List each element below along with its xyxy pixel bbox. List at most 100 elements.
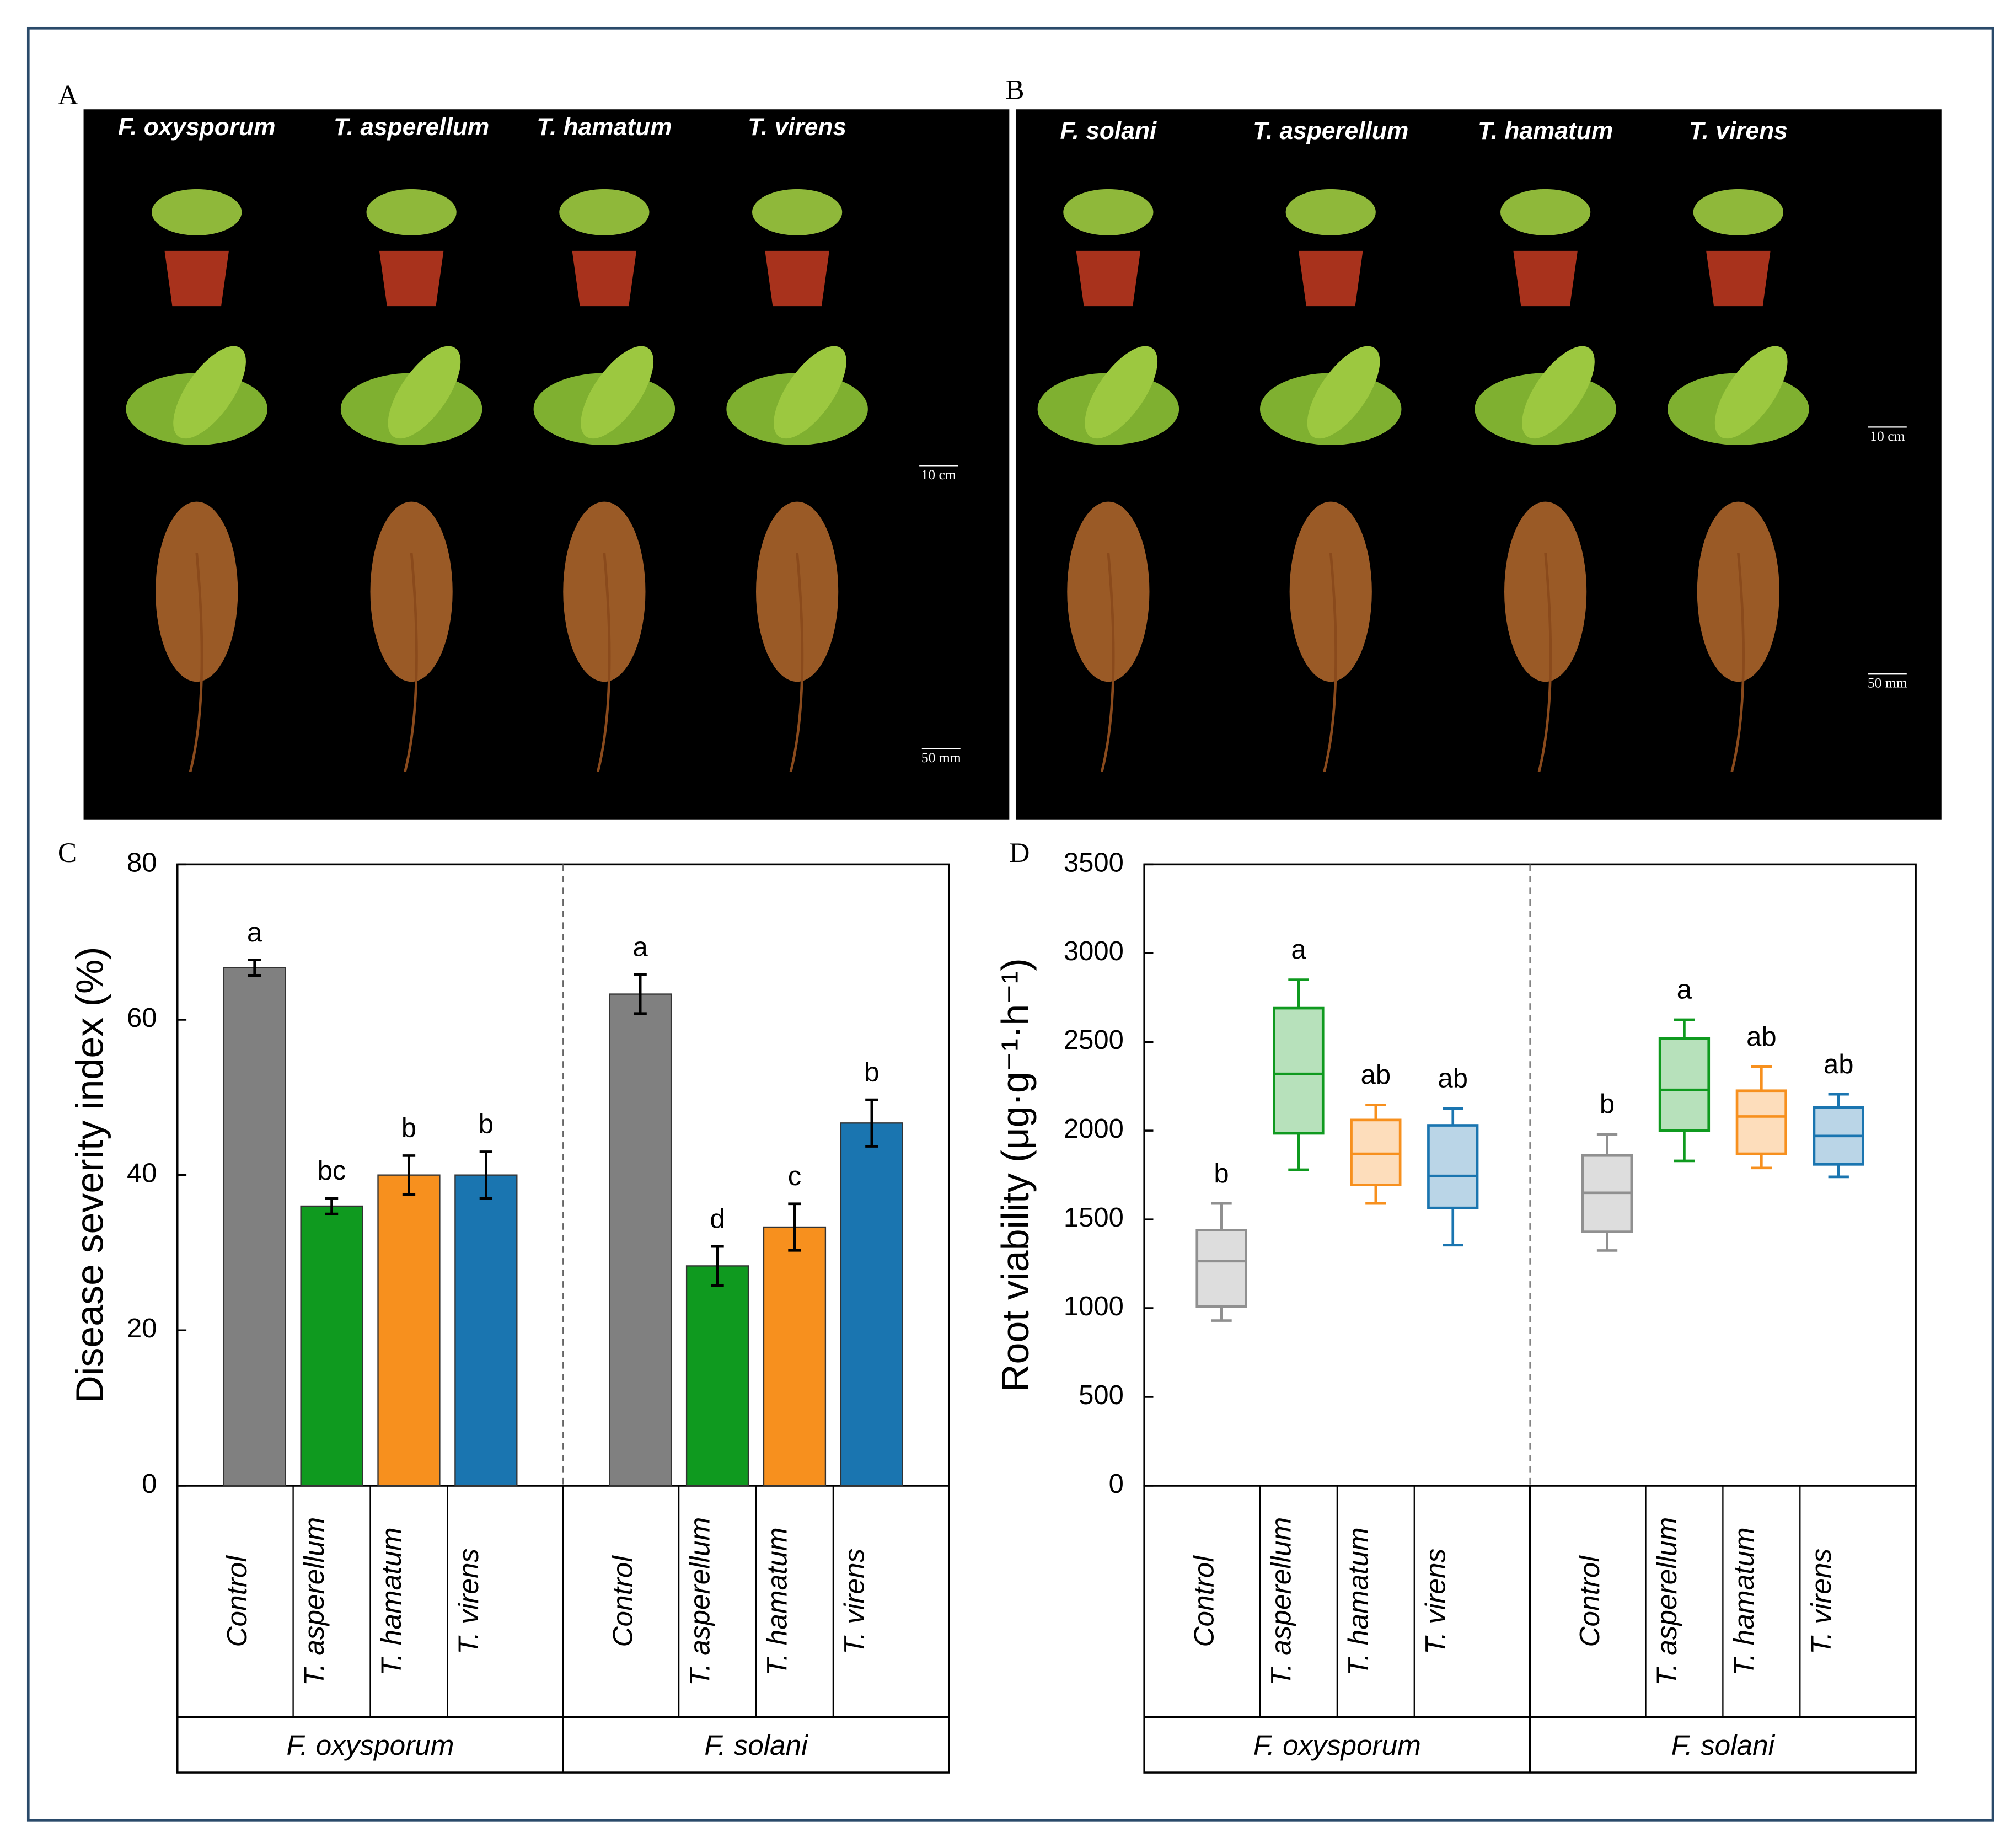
rosette-leaf [173, 346, 246, 439]
photo-title: T. hamatum [1478, 117, 1613, 144]
bar [377, 1174, 441, 1487]
pot [164, 250, 229, 307]
y-tick-label: 1500 [1064, 1203, 1124, 1233]
group-label: F. oxysporum [1253, 1729, 1421, 1761]
group-label: F. solani [1671, 1729, 1776, 1761]
y-tick-label: 2000 [1064, 1114, 1124, 1144]
root-strand [596, 553, 611, 773]
y-tick-label: 0 [142, 1469, 157, 1499]
x-tick-label: T. virens [1805, 1549, 1837, 1654]
y-tick-label: 500 [1079, 1380, 1124, 1410]
photo-title: F. oxysporum [118, 114, 275, 141]
x-tick-label: T. asperellum [1651, 1517, 1682, 1686]
panel-label: D [1009, 837, 1030, 869]
x-tick-label: T. hamatum [762, 1527, 793, 1675]
root-strand [189, 553, 203, 773]
box [1195, 1229, 1247, 1308]
y-tick-label: 3500 [1064, 848, 1124, 877]
box [1658, 1037, 1711, 1132]
pot [379, 250, 444, 307]
x-tick-label: T. asperellum [298, 1517, 330, 1686]
box [1427, 1124, 1479, 1209]
root [370, 501, 453, 682]
y-axis-label: Root viability (μg·g⁻¹·h⁻¹) [994, 958, 1037, 1392]
y-tick-label: 20 [127, 1314, 157, 1343]
root [563, 501, 646, 682]
photo-title: T. virens [748, 114, 846, 141]
y-tick-label: 0 [1109, 1469, 1124, 1499]
significance-letter: b [864, 1057, 879, 1087]
x-tick-label: Control [1188, 1555, 1220, 1647]
y-tick-label: 80 [127, 848, 157, 877]
root [1067, 501, 1150, 682]
photo-title: T. hamatum [537, 114, 672, 141]
x-tick-label: T. virens [1419, 1549, 1451, 1654]
photo-title: T. asperellum [334, 114, 489, 141]
photo-title: F. solani [1060, 117, 1157, 144]
figure-border [26, 26, 1994, 1822]
y-tick-label: 2500 [1064, 1025, 1124, 1055]
leaf [1063, 189, 1154, 235]
x-tick-label: T. hamatum [376, 1527, 407, 1675]
y-axis-label: Disease severity index (%) [68, 947, 111, 1404]
rosette-leaf [774, 346, 846, 439]
significance-letter: ab [1361, 1060, 1391, 1090]
x-tick-label: T. asperellum [684, 1517, 716, 1686]
x-tick-label: Control [221, 1555, 253, 1647]
y-tick-label: 1000 [1064, 1292, 1124, 1321]
root [1289, 501, 1372, 682]
box [1735, 1089, 1787, 1155]
x-tick-label: T. asperellum [1266, 1517, 1297, 1686]
leaf [366, 189, 457, 235]
scale-label: 50 mm [921, 749, 961, 765]
rosette-leaf [1714, 346, 1788, 439]
scale-label: 10 cm [921, 467, 956, 483]
rosette-leaf [1307, 346, 1380, 439]
significance-letter: ab [1824, 1049, 1853, 1079]
root [1697, 501, 1779, 682]
root [156, 501, 238, 682]
x-tick-label: Control [607, 1555, 639, 1647]
significance-letter: ab [1746, 1022, 1776, 1052]
scale-label: 10 cm [1870, 428, 1905, 444]
panel-label: C [58, 837, 77, 869]
rosette-leaf [1085, 346, 1158, 439]
bar [300, 1205, 363, 1487]
significance-letter: a [1677, 975, 1692, 1005]
leaf [1285, 189, 1376, 235]
group-label: F. oxysporum [286, 1729, 454, 1761]
x-tick-label: T. hamatum [1728, 1527, 1760, 1675]
root-strand [1100, 553, 1115, 773]
pot [1513, 250, 1578, 307]
rosette-leaf [581, 346, 654, 439]
significance-letter: a [633, 933, 648, 962]
bar [840, 1122, 903, 1487]
photo-title: T. asperellum [1253, 117, 1408, 144]
photo-b [1015, 109, 1942, 820]
bar [454, 1174, 518, 1487]
box [1350, 1118, 1402, 1186]
significance-letter: b [401, 1113, 416, 1143]
panel-label: B [1005, 74, 1024, 106]
root-strand [1537, 553, 1552, 773]
pot [572, 250, 637, 307]
pot [1706, 250, 1771, 307]
root-strand [1323, 553, 1337, 773]
significance-letter: b [1214, 1159, 1229, 1188]
pot [1298, 250, 1363, 307]
pot [1076, 250, 1141, 307]
leaf [752, 189, 843, 235]
box [1273, 1006, 1325, 1135]
bar [223, 967, 286, 1487]
y-tick-label: 60 [127, 1003, 157, 1033]
y-tick-label: 3000 [1064, 936, 1124, 966]
bar [763, 1226, 827, 1487]
x-tick-label: T. virens [838, 1549, 870, 1654]
significance-letter: b [1600, 1089, 1615, 1119]
significance-letter: c [788, 1161, 801, 1191]
photo-a [83, 109, 1010, 820]
significance-letter: ab [1438, 1064, 1468, 1094]
bar [609, 993, 672, 1487]
leaf [1693, 189, 1783, 235]
